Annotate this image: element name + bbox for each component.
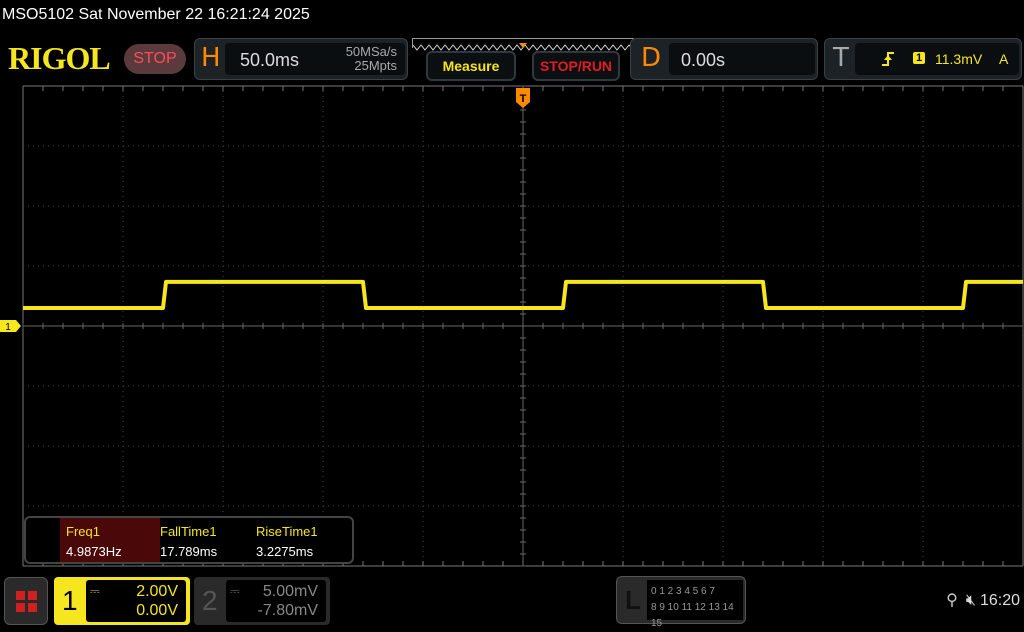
delay-panel[interactable]: D 0.00s	[630, 38, 818, 80]
channel2-scale: 5.00mV	[262, 583, 318, 600]
status-bar: ⚲ 🔇︎ 16:20	[946, 590, 1020, 610]
horizontal-panel[interactable]: H 50.0ms 50MSa/s 25Mpts	[194, 38, 408, 80]
trigger-position-marker: T	[516, 88, 530, 108]
timebase-value: 50.0ms	[240, 50, 300, 70]
delay-label: D	[641, 43, 662, 73]
clock: 16:20	[979, 592, 1020, 609]
horizontal-label: H	[201, 43, 221, 73]
svg-text:T: T	[520, 93, 527, 105]
trigger-source-badge: 1	[913, 52, 926, 64]
trigger-mode: A	[999, 51, 1009, 67]
measurement-falltime1[interactable]: FallTime1 17.789ms	[160, 524, 218, 559]
measure-button[interactable]: Measure	[426, 51, 516, 81]
channel1-ground-marker: 1	[0, 320, 21, 333]
channel2-button[interactable]: 2 ⎓ 5.00mV -7.80mV	[194, 577, 330, 625]
trigger-level: 11.3mV	[935, 51, 983, 67]
measurement-freq1[interactable]: Freq1 4.9873Hz	[66, 524, 122, 559]
svg-text:1: 1	[5, 322, 11, 333]
memory-depth: 25Mpts	[354, 58, 397, 73]
mute-icon[interactable]: 🔇︎	[965, 592, 976, 609]
memory-position-strip	[412, 38, 634, 51]
channel1-scale: 2.00V	[136, 583, 178, 600]
channel1-trace	[23, 279, 1023, 310]
graticule	[22, 85, 1024, 567]
channel1-button[interactable]: 1 ⎓ 2.00V 0.00V	[54, 577, 190, 625]
trigger-panel[interactable]: T 1 11.3mV A	[824, 38, 1022, 80]
sample-rate: 50MSa/s	[345, 44, 397, 59]
channel2-offset: -7.80mV	[257, 602, 318, 619]
measurement-panel: Freq1 4.9873Hz FallTime1 17.789ms RiseTime…	[24, 516, 354, 564]
waveform-display[interactable]: T 1	[0, 84, 1024, 570]
stop-run-button[interactable]: STOP/RUN	[532, 51, 620, 81]
dc-coupling-icon: ⎓	[90, 584, 100, 598]
trigger-label: T	[833, 43, 849, 73]
window-title: MSO5102 Sat November 22 16:21:24 2025	[2, 6, 310, 23]
delay-value: 0.00s	[669, 43, 815, 75]
main-menu-button[interactable]	[4, 577, 48, 625]
channel1-offset: 0.00V	[136, 602, 178, 619]
rising-edge-icon	[882, 52, 894, 66]
menu-grid-icon	[16, 591, 37, 612]
measurement-risetime1[interactable]: RiseTime1 3.2275ms	[256, 524, 318, 559]
usb-icon: ⚲	[946, 592, 958, 609]
run-state-badge[interactable]: STOP	[124, 44, 186, 74]
rigol-logo: RIGOL	[8, 40, 111, 76]
dc-coupling-icon: ⎓	[230, 584, 240, 598]
